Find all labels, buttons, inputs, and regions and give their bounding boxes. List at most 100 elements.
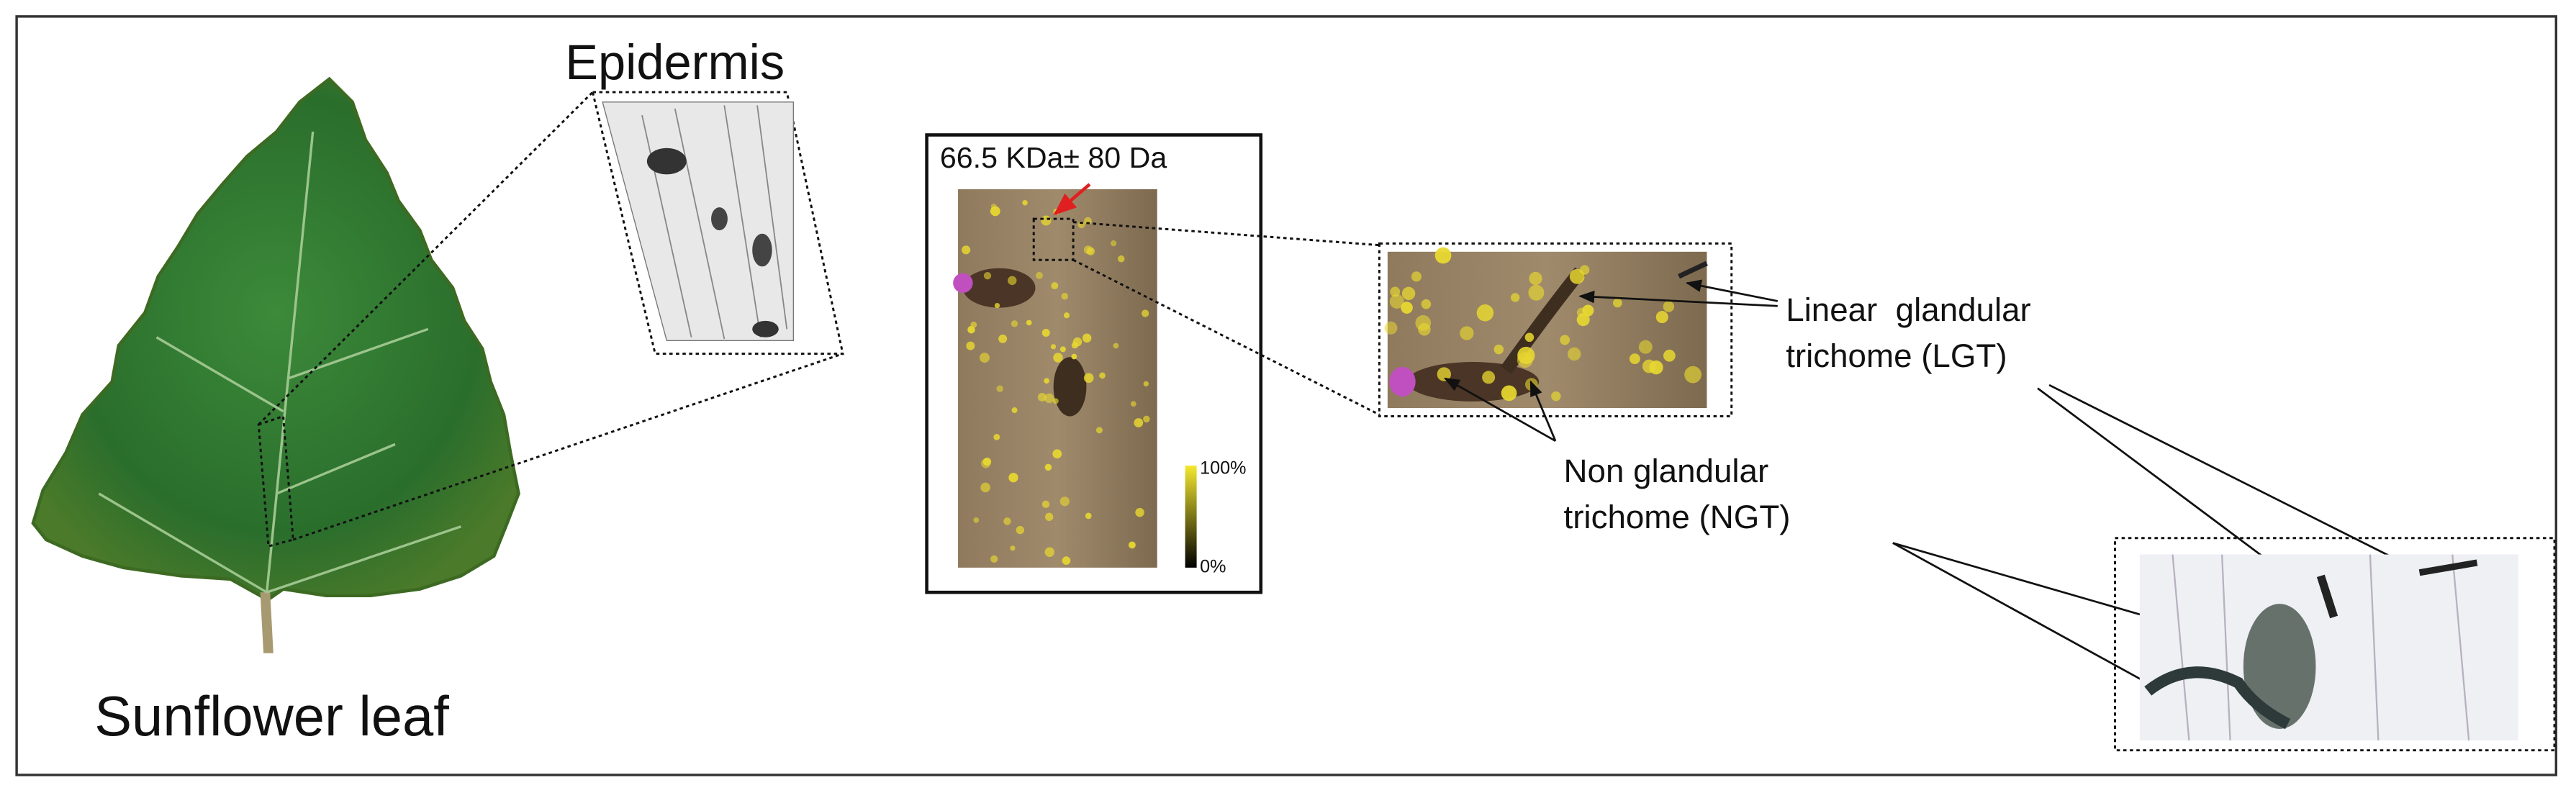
signal-spot xyxy=(967,325,975,334)
arrow xyxy=(2048,384,2418,571)
signal-spot xyxy=(1663,301,1675,312)
signal-spot xyxy=(1085,512,1092,520)
signal-spot xyxy=(1026,319,1032,326)
signal-spot xyxy=(1051,282,1059,290)
signal-spot xyxy=(1460,326,1474,340)
signal-spot xyxy=(1663,349,1676,362)
signal-spot xyxy=(1035,271,1043,279)
arrow xyxy=(1529,380,1557,442)
micro-box xyxy=(2114,537,2556,752)
signal-spot xyxy=(983,272,992,280)
signal-spot xyxy=(1415,314,1432,331)
signal-spot xyxy=(1524,332,1535,343)
signal-spot xyxy=(1084,217,1092,225)
signal-spot xyxy=(1052,449,1062,459)
signal-spot xyxy=(1434,247,1452,264)
signal-spot xyxy=(1510,293,1520,302)
ngt-label: Non glandular xyxy=(1564,453,1769,489)
signal-spot xyxy=(962,245,971,255)
signal-spot xyxy=(1437,367,1451,381)
color-scale xyxy=(1185,466,1197,568)
signal-spot xyxy=(1582,304,1594,317)
leaf-image xyxy=(31,76,520,653)
signal-spot xyxy=(1061,292,1069,300)
signal-spot xyxy=(1567,347,1581,361)
zoom-image xyxy=(1384,247,1708,409)
signal-spot xyxy=(1649,361,1663,375)
red-arrow xyxy=(1053,183,1091,216)
signal-spot xyxy=(1493,344,1504,355)
signal-spot xyxy=(1401,286,1416,301)
scale-min: 0% xyxy=(1200,557,1226,577)
signal-spot xyxy=(1684,366,1702,384)
signal-spot xyxy=(994,302,1000,309)
ngt-label: trichome (NGT) xyxy=(1564,499,1791,535)
signal-spot xyxy=(1128,541,1136,549)
signal-spot xyxy=(1113,343,1119,349)
signal-spot xyxy=(1569,268,1585,284)
signal-spot xyxy=(1655,311,1668,324)
ms-image xyxy=(953,189,1157,568)
signal-spot xyxy=(980,482,990,493)
signal-spot xyxy=(1041,328,1050,337)
signal-spot xyxy=(1082,333,1092,343)
arrow xyxy=(1578,290,1778,307)
leaf-label: Sunflower leaf xyxy=(94,686,449,748)
signal-spot xyxy=(1142,309,1149,317)
frame xyxy=(15,15,2558,776)
signal-spot xyxy=(1528,284,1545,301)
signal-spot xyxy=(1411,271,1422,282)
signal-spot xyxy=(1044,463,1052,471)
micro-image xyxy=(2139,554,2518,741)
signal-spot xyxy=(982,457,992,466)
epidermis-box xyxy=(591,91,844,355)
zoom-line xyxy=(1072,258,1380,416)
signal-spot xyxy=(1476,304,1494,322)
signal-spot xyxy=(1044,393,1054,404)
epidermis-image xyxy=(602,101,795,342)
signal-spot xyxy=(1008,473,1018,483)
epidermis-label: Epidermis xyxy=(565,35,785,90)
signal-spot xyxy=(1501,385,1517,402)
signal-spot xyxy=(1059,497,1070,507)
signal-spot xyxy=(1551,391,1561,402)
signal-spot xyxy=(1022,199,1028,206)
signal-spot xyxy=(1053,353,1063,363)
arrow xyxy=(1685,279,1779,302)
signal-spot xyxy=(1390,286,1401,297)
signal-spot xyxy=(1099,372,1106,379)
signal-spot xyxy=(1011,407,1018,414)
signal-spot xyxy=(1016,525,1025,535)
signal-spot xyxy=(1063,312,1070,319)
signal-spot xyxy=(1083,373,1094,384)
ms-zoom-box xyxy=(1032,217,1075,261)
lgt-label: trichome (LGT) xyxy=(1786,337,2007,374)
signal-spot xyxy=(1143,381,1149,387)
signal-spot xyxy=(1003,517,1011,525)
signal-spot xyxy=(1130,401,1136,407)
signal-spot xyxy=(998,334,1008,343)
signal-spot xyxy=(1045,512,1054,521)
arrow xyxy=(1892,542,2158,689)
ms-panel xyxy=(925,133,1263,594)
zoom-box xyxy=(1378,242,1733,417)
signal-spot xyxy=(1059,346,1066,353)
signal-spot xyxy=(1071,353,1077,360)
signal-spot xyxy=(1010,545,1016,551)
signal-spot xyxy=(990,204,997,209)
signal-spot xyxy=(1612,298,1622,308)
signal-spot xyxy=(1517,352,1533,368)
signal-spot xyxy=(1117,255,1125,263)
signal-spot xyxy=(1529,271,1542,286)
signal-spot xyxy=(1384,321,1398,335)
signal-spot xyxy=(1482,371,1496,384)
signal-spot xyxy=(990,555,998,563)
zoom-line xyxy=(292,353,844,541)
ms-title: 66.5 KDa± 80 Da xyxy=(940,141,1167,174)
signal-spot xyxy=(993,433,1000,440)
signal-spot xyxy=(1576,313,1590,327)
signal-spot xyxy=(1062,556,1071,565)
signal-spot xyxy=(1077,221,1085,229)
signal-spot xyxy=(1421,299,1432,309)
